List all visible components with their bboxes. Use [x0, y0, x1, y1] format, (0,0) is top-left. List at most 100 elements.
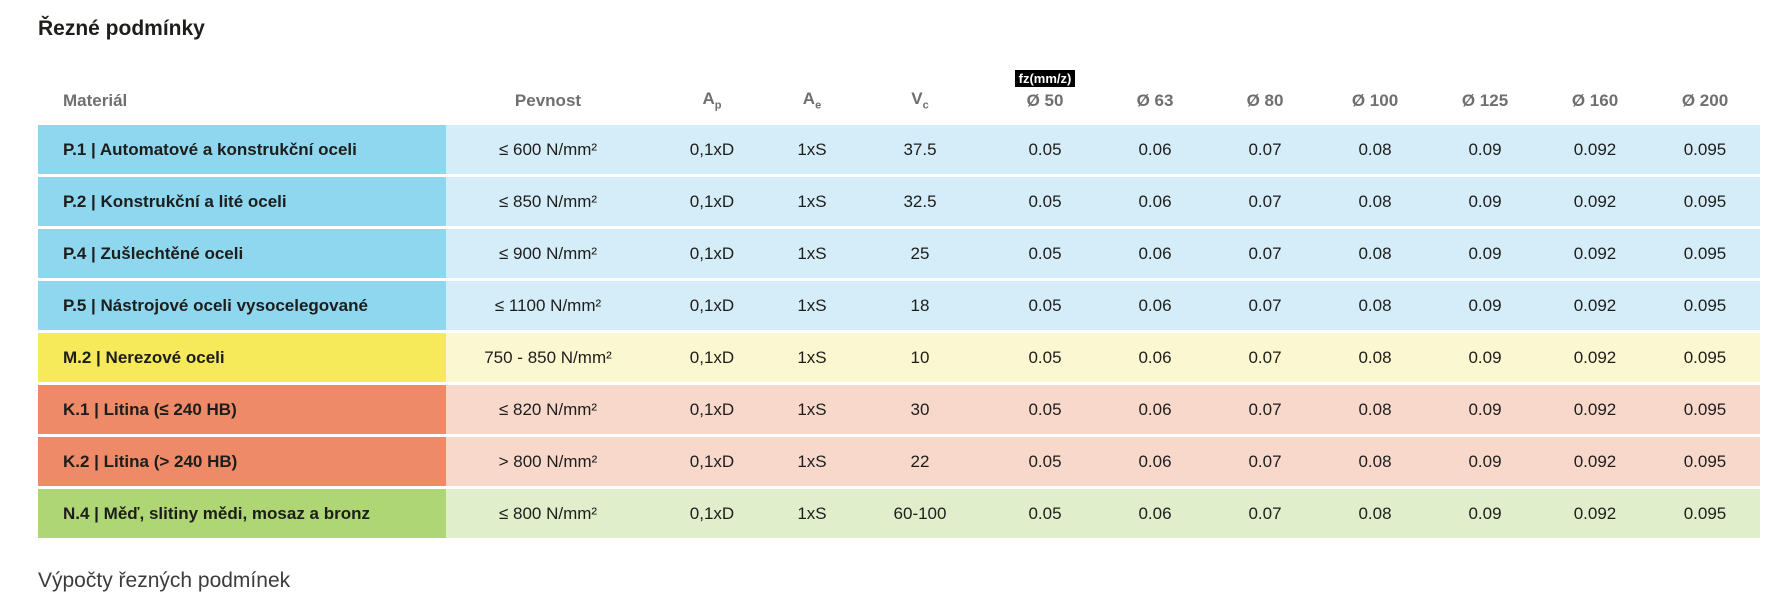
ae-cell: 1xS	[774, 281, 850, 330]
fz-cell: 0.092	[1540, 437, 1650, 486]
ae-cell: 1xS	[774, 489, 850, 538]
vc-cell: 18	[850, 281, 990, 330]
ap-cell: 0,1xD	[650, 437, 774, 486]
header-diameter-80: Ø 80	[1210, 91, 1320, 111]
strength-cell: ≤ 850 N/mm²	[446, 177, 650, 226]
ap-cell: 0,1xD	[650, 229, 774, 278]
fz-cell: 0.095	[1650, 229, 1760, 278]
page-title: Řezné podmínky	[38, 17, 205, 40]
ae-cell: 1xS	[774, 125, 850, 174]
header-diameter-63: Ø 63	[1100, 91, 1210, 111]
fz-cell: 0.08	[1320, 333, 1430, 382]
material-cell: N.4 | Měď, slitiny mědi, mosaz a bronz	[38, 489, 446, 538]
vc-cell: 10	[850, 333, 990, 382]
table-row: N.4 | Měď, slitiny mědi, mosaz a bronz ≤ …	[38, 489, 1760, 538]
fz-cell: 0.092	[1540, 125, 1650, 174]
material-cell: P.2 | Konstrukční a lité oceli	[38, 177, 446, 226]
ap-cell: 0,1xD	[650, 385, 774, 434]
fz-cell: 0.095	[1650, 437, 1760, 486]
fz-cell: 0.07	[1210, 281, 1320, 330]
header-vc: Vc	[850, 89, 990, 111]
fz-cell: 0.095	[1650, 333, 1760, 382]
strength-cell: 750 - 850 N/mm²	[446, 333, 650, 382]
vc-cell: 60-100	[850, 489, 990, 538]
fz-cell: 0.07	[1210, 385, 1320, 434]
vc-cell: 30	[850, 385, 990, 434]
header-diameter-125: Ø 125	[1430, 91, 1540, 111]
ap-cell: 0,1xD	[650, 177, 774, 226]
header-ae-label: Ae	[802, 88, 822, 111]
fz-cell: 0.06	[1100, 177, 1210, 226]
fz-cell: 0.06	[1100, 229, 1210, 278]
material-cell: P.4 | Zušlechtěné oceli	[38, 229, 446, 278]
strength-cell: ≤ 820 N/mm²	[446, 385, 650, 434]
fz-cell: 0.09	[1430, 333, 1540, 382]
fz-cell: 0.08	[1320, 437, 1430, 486]
fz-cell: 0.08	[1320, 177, 1430, 226]
ae-cell: 1xS	[774, 333, 850, 382]
fz-cell: 0.08	[1320, 489, 1430, 538]
header-diameter-80-label: Ø 80	[1246, 91, 1284, 110]
fz-cell: 0.092	[1540, 229, 1650, 278]
header-material: Materiál	[38, 91, 446, 111]
fz-unit-badge: fz(mm/z)	[1014, 70, 1076, 87]
header-diameter-125-label: Ø 125	[1461, 91, 1509, 110]
fz-cell: 0.05	[990, 229, 1100, 278]
vc-cell: 25	[850, 229, 990, 278]
table-row: K.2 | Litina (> 240 HB) > 800 N/mm² 0,1xD 1…	[38, 437, 1760, 486]
fz-cell: 0.06	[1100, 281, 1210, 330]
header-strength-label: Pevnost	[514, 91, 582, 110]
fz-cell: 0.07	[1210, 177, 1320, 226]
fz-cell: 0.09	[1430, 125, 1540, 174]
fz-cell: 0.05	[990, 437, 1100, 486]
ae-cell: 1xS	[774, 385, 850, 434]
header-ap-label: Ap	[702, 88, 722, 111]
header-diameter-160-label: Ø 160	[1571, 91, 1619, 110]
material-cell: P.1 | Automatové a konstrukční oceli	[38, 125, 446, 174]
fz-cell: 0.08	[1320, 385, 1430, 434]
fz-cell: 0.06	[1100, 437, 1210, 486]
footer-title: Výpočty řezných podmínek	[38, 569, 291, 592]
table-body: P.1 | Automatové a konstrukční oceli ≤ 60…	[38, 125, 1778, 538]
fz-cell: 0.07	[1210, 437, 1320, 486]
strength-cell: ≤ 600 N/mm²	[446, 125, 650, 174]
header-material-label: Materiál	[63, 91, 128, 110]
ap-cell: 0,1xD	[650, 281, 774, 330]
strength-cell: > 800 N/mm²	[446, 437, 650, 486]
ap-cell: 0,1xD	[650, 125, 774, 174]
header-diameter-200-label: Ø 200	[1681, 91, 1729, 110]
fz-cell: 0.095	[1650, 281, 1760, 330]
fz-cell: 0.09	[1430, 385, 1540, 434]
fz-cell: 0.06	[1100, 125, 1210, 174]
header-diameter-50-label: Ø 50	[1026, 91, 1064, 110]
header-strength: Pevnost	[446, 91, 650, 111]
fz-cell: 0.095	[1650, 385, 1760, 434]
header-vc-label: Vc	[911, 88, 929, 111]
fz-cell: 0.06	[1100, 385, 1210, 434]
table-row: P.1 | Automatové a konstrukční oceli ≤ 60…	[38, 125, 1760, 174]
fz-cell: 0.08	[1320, 125, 1430, 174]
material-cell: M.2 | Nerezové oceli	[38, 333, 446, 382]
header-diameter-200: Ø 200	[1650, 91, 1760, 111]
fz-cell: 0.06	[1100, 489, 1210, 538]
strength-cell: ≤ 900 N/mm²	[446, 229, 650, 278]
ap-cell: 0,1xD	[650, 489, 774, 538]
fz-cell: 0.05	[990, 489, 1100, 538]
ae-cell: 1xS	[774, 177, 850, 226]
fz-cell: 0.095	[1650, 489, 1760, 538]
fz-cell: 0.09	[1430, 437, 1540, 486]
fz-cell: 0.05	[990, 385, 1100, 434]
fz-cell: 0.092	[1540, 281, 1650, 330]
fz-cell: 0.08	[1320, 229, 1430, 278]
fz-cell: 0.07	[1210, 333, 1320, 382]
fz-cell: 0.092	[1540, 177, 1650, 226]
fz-cell: 0.05	[990, 125, 1100, 174]
header-ae: Ae	[774, 89, 850, 111]
material-cell: P.5 | Nástrojové oceli vysocelegované	[38, 281, 446, 330]
fz-cell: 0.095	[1650, 177, 1760, 226]
fz-cell: 0.09	[1430, 281, 1540, 330]
fz-cell: 0.05	[990, 177, 1100, 226]
vc-cell: 22	[850, 437, 990, 486]
strength-cell: ≤ 800 N/mm²	[446, 489, 650, 538]
